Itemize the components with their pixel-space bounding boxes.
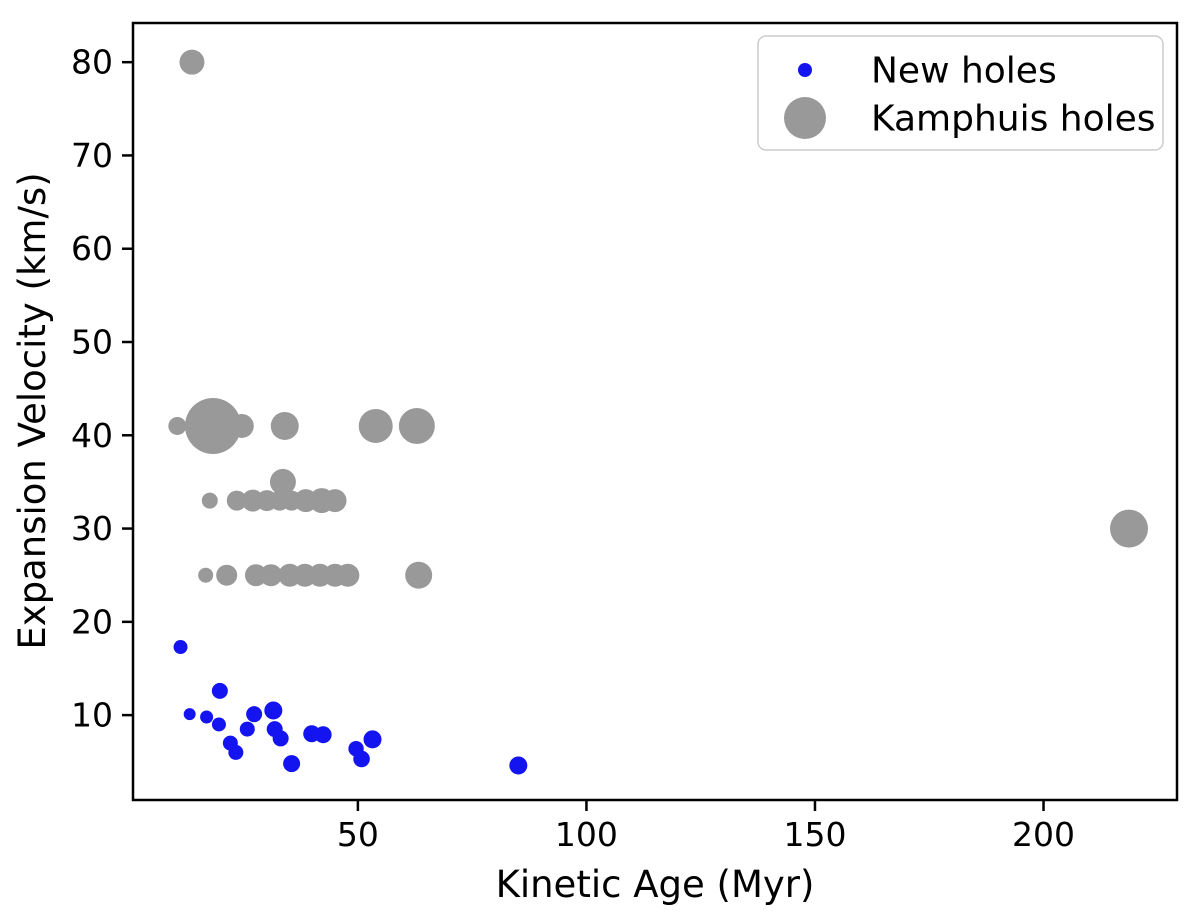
y-tick-label: 60 — [71, 229, 113, 268]
y-tick-label: 80 — [71, 43, 113, 82]
legend-label-kamphuis-holes: Kamphuis holes — [871, 99, 1156, 140]
new-holes-legend-marker-icon — [798, 63, 812, 77]
data-point-kamphuis-holes — [179, 49, 205, 75]
data-point-kamphuis-holes — [323, 489, 347, 513]
data-point-new-holes — [272, 730, 289, 747]
data-point-new-holes — [314, 726, 332, 744]
data-point-kamphuis-holes — [201, 492, 218, 509]
x-axis-label: Kinetic Age (Myr) — [496, 863, 815, 906]
plot-area — [133, 23, 1177, 800]
y-axis-label: Expansion Velocity (km/s) — [11, 172, 54, 649]
legend: New holes Kamphuis holes — [757, 35, 1164, 151]
x-tick-label: 100 — [555, 815, 618, 854]
y-tick-label: 40 — [71, 416, 113, 455]
y-tick-label: 30 — [71, 509, 113, 548]
data-point-kamphuis-holes — [184, 397, 241, 454]
data-point-kamphuis-holes — [358, 408, 393, 443]
data-point-kamphuis-holes — [168, 416, 187, 435]
legend-label-new-holes: New holes — [871, 51, 1057, 92]
data-point-kamphuis-holes — [226, 490, 247, 511]
legend-box — [757, 35, 1164, 151]
plot-frame — [131, 21, 1179, 802]
data-point-kamphuis-holes — [270, 411, 299, 440]
y-tick-label: 70 — [71, 136, 113, 175]
data-point-kamphuis-holes — [260, 564, 283, 587]
data-point-new-holes — [239, 721, 255, 737]
x-tick-label: 50 — [337, 815, 379, 854]
data-point-kamphuis-holes — [1110, 509, 1149, 548]
data-point-kamphuis-holes — [244, 564, 267, 587]
data-point-kamphuis-holes — [216, 564, 238, 586]
kamphuis-holes-legend-marker-icon — [784, 97, 826, 139]
data-point-kamphuis-holes — [269, 468, 296, 495]
data-point-kamphuis-holes — [336, 563, 360, 587]
data-point-new-holes — [211, 717, 226, 732]
data-point-kamphuis-holes — [398, 407, 435, 444]
data-point-kamphuis-holes — [405, 561, 433, 589]
data-point-new-holes — [246, 706, 263, 723]
data-point-new-holes — [173, 640, 188, 655]
y-tick-label: 10 — [71, 696, 113, 735]
data-point-new-holes — [353, 750, 370, 768]
data-point-kamphuis-holes — [198, 567, 214, 583]
data-point-new-holes — [283, 755, 301, 773]
data-point-new-holes — [363, 730, 382, 749]
axis-ticks-layer: 50 100 150 200 10 20 30 40 50 60 70 80 — [71, 43, 1075, 854]
data-point-new-holes — [183, 708, 196, 721]
y-tick-label: 50 — [71, 323, 113, 362]
data-point-new-holes — [264, 701, 283, 720]
data-point-new-holes — [509, 756, 528, 775]
data-point-new-holes — [211, 682, 228, 699]
x-tick-label: 150 — [783, 815, 846, 854]
y-tick-label: 20 — [71, 602, 113, 641]
data-points-layer — [168, 49, 1149, 775]
data-point-kamphuis-holes — [229, 413, 254, 438]
x-tick-label: 200 — [1012, 815, 1075, 854]
data-point-new-holes — [228, 744, 244, 760]
data-point-new-holes — [200, 710, 214, 724]
